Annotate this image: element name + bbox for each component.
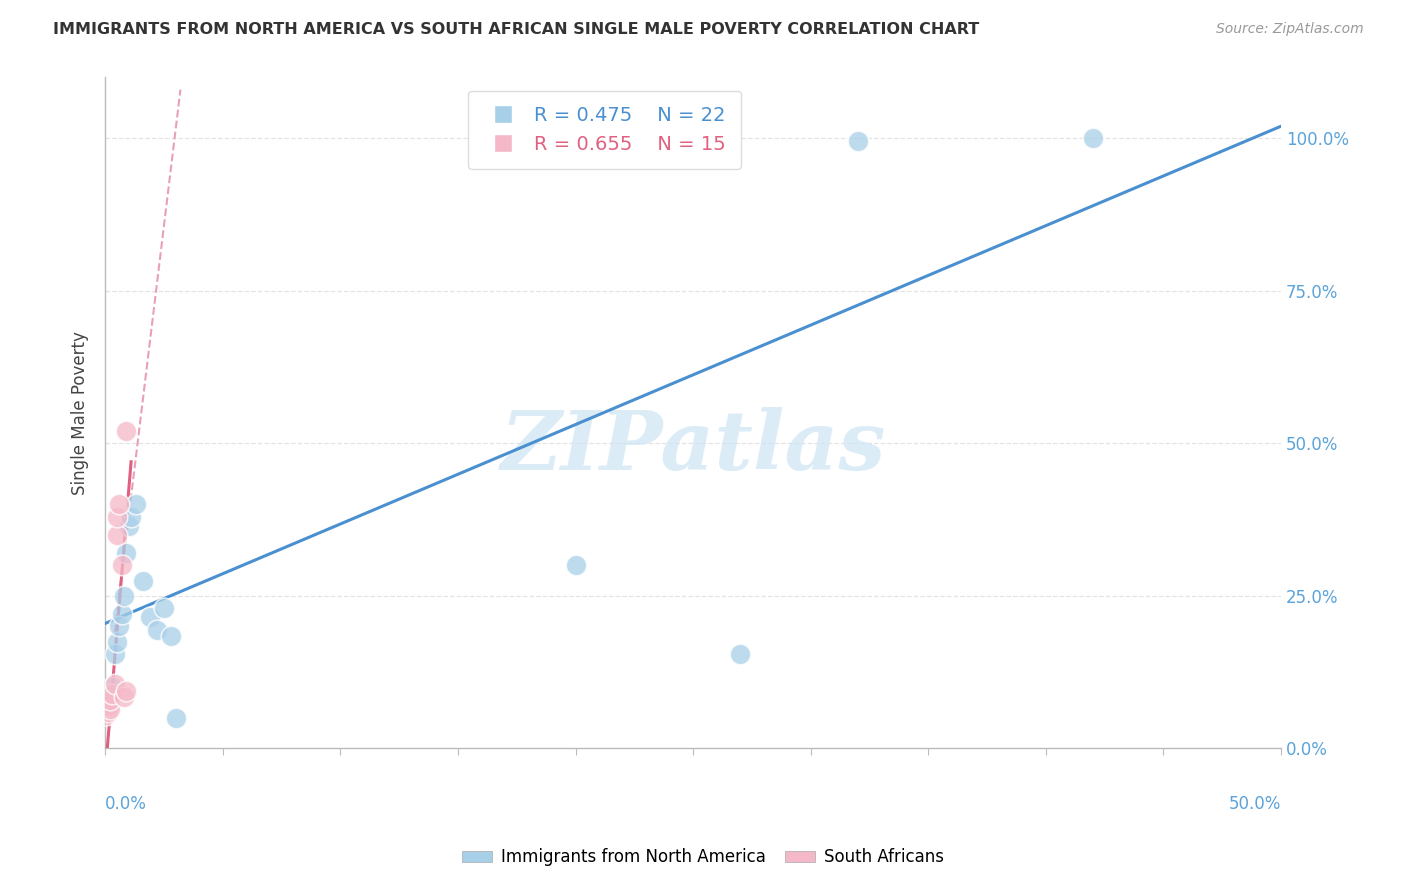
Point [728,647,751,661]
Text: 0.0%: 0.0% [105,796,148,814]
Point [111,607,134,622]
Point [101,687,124,701]
Point [97,696,120,710]
Point [112,589,135,603]
Point [97,698,120,713]
Point [105,634,128,648]
Point [115,424,138,438]
Point [105,528,128,542]
Point [108,498,131,512]
Point [118,518,141,533]
Point [101,681,124,695]
Point [139,610,162,624]
Legend: Immigrants from North America, South Africans: Immigrants from North America, South Afr… [456,842,950,873]
Point [160,629,183,643]
Text: Source: ZipAtlas.com: Source: ZipAtlas.com [1216,22,1364,37]
Point [115,683,138,698]
Point [96,707,118,722]
Point [125,498,148,512]
Point [564,558,586,573]
Point [165,711,187,725]
Y-axis label: Single Male Poverty: Single Male Poverty [72,331,89,495]
Text: ZIPatlas: ZIPatlas [501,407,886,486]
Point [104,647,127,661]
Point [111,558,134,573]
Point [97,705,120,719]
Text: IMMIGRANTS FROM NORTH AMERICA VS SOUTH AFRICAN SINGLE MALE POVERTY CORRELATION C: IMMIGRANTS FROM NORTH AMERICA VS SOUTH A… [53,22,980,37]
Point [105,509,128,524]
Point [846,135,869,149]
Text: 50.0%: 50.0% [1229,796,1281,814]
Point [115,546,138,560]
Point [153,601,176,615]
Point [132,574,155,588]
Legend: R = 0.475    N = 22, R = 0.655    N = 15: R = 0.475 N = 22, R = 0.655 N = 15 [468,90,741,169]
Point [104,677,127,691]
Point [146,623,169,637]
Point [108,619,131,633]
Point [98,690,121,704]
Point [1081,131,1104,145]
Point [97,698,120,713]
Point [112,690,135,704]
Point [120,509,142,524]
Point [98,692,121,706]
Point [98,702,121,716]
